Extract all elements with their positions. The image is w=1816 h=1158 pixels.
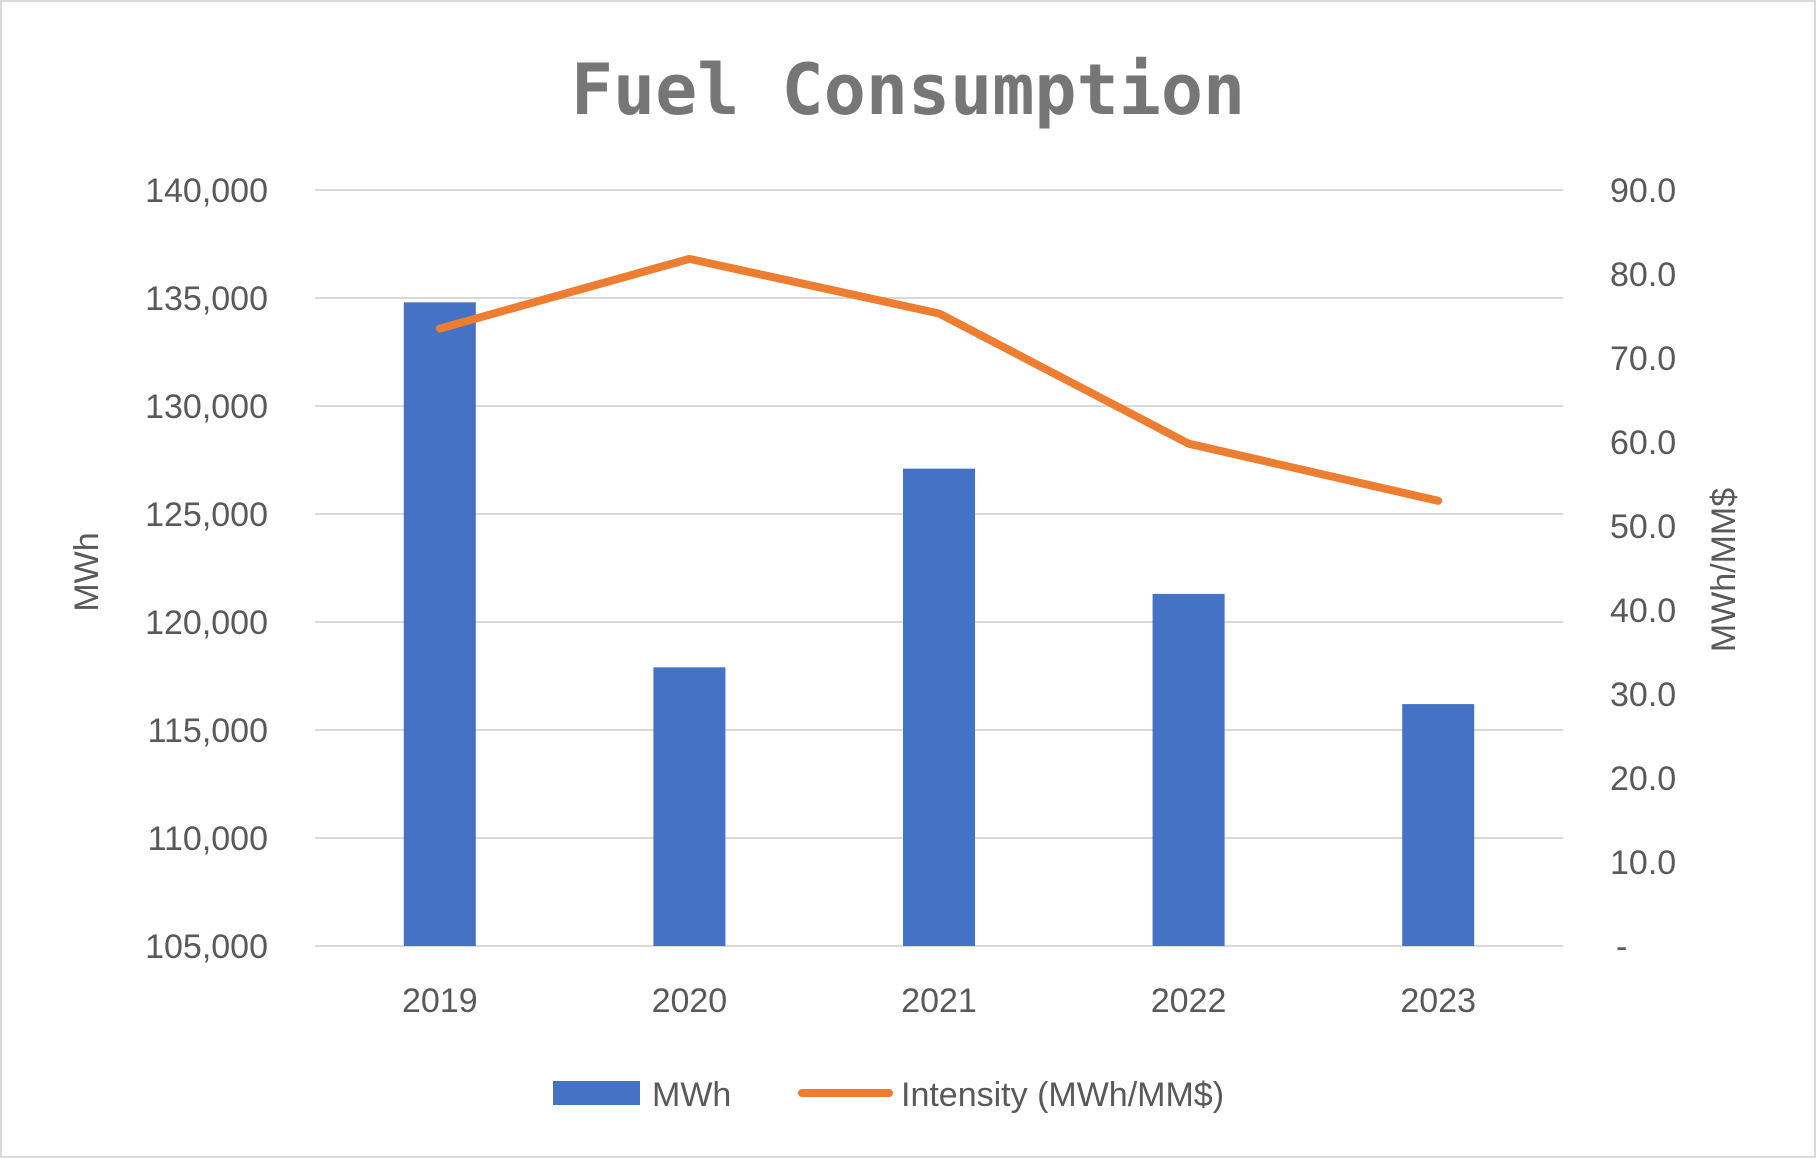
left-tick-label: 115,000 (148, 712, 268, 750)
intensity-point-2019 (439, 328, 441, 330)
right-tick-label: 90.0 (1610, 172, 1676, 210)
intensity-line (435, 254, 1443, 505)
left-axis-title: MWh (68, 532, 106, 611)
bar-2020 (653, 667, 726, 946)
x-axis-ticks: 2019 2020 2021 2022 2023 (402, 982, 1476, 1020)
legend-label-mwh: MWh (652, 1076, 731, 1114)
legend: MWh Intensity (MWh/MM$) (553, 1076, 1224, 1114)
right-tick-label: - (1616, 928, 1627, 966)
line-series-intensity (435, 254, 1443, 505)
left-tick-label: 135,000 (145, 280, 268, 318)
right-tick-label: 30.0 (1610, 676, 1676, 714)
x-tick-label: 2022 (1151, 982, 1227, 1020)
left-tick-label: 140,000 (145, 172, 268, 210)
x-tick-label: 2020 (652, 982, 728, 1020)
right-axis-title: MWh/MM$ (1705, 488, 1743, 652)
intensity-point-2022 (1188, 443, 1190, 445)
intensity-point-2023 (1437, 500, 1439, 502)
left-tick-label: 120,000 (145, 604, 268, 642)
left-tick-label: 130,000 (145, 388, 268, 426)
bar-2021 (903, 468, 975, 946)
right-tick-label: 70.0 (1610, 340, 1676, 378)
right-tick-label: 40.0 (1610, 592, 1676, 630)
intensity-point-2021 (938, 312, 940, 314)
right-tick-label: 60.0 (1610, 424, 1676, 462)
x-tick-label: 2023 (1400, 982, 1476, 1020)
left-tick-label: 110,000 (148, 820, 268, 858)
left-tick-label: 125,000 (145, 496, 268, 534)
bar-2019 (403, 302, 476, 946)
right-tick-label: 50.0 (1610, 508, 1676, 546)
left-tick-label: 105,000 (145, 928, 268, 966)
right-tick-label: 20.0 (1610, 760, 1676, 798)
legend-swatch-mwh (553, 1081, 640, 1105)
bar-series-mwh (403, 302, 1475, 946)
bar-2023 (1402, 704, 1475, 946)
right-tick-label: 10.0 (1610, 844, 1676, 882)
bar-2022 (1152, 593, 1225, 946)
right-axis-ticks: - 10.0 20.0 30.0 40.0 50.0 60.0 70.0 80.0 90.0 (1610, 172, 1676, 966)
intensity-point-2020 (688, 258, 690, 260)
legend-label-intensity: Intensity (MWh/MM$) (901, 1076, 1224, 1114)
right-tick-label: 80.0 (1610, 256, 1676, 294)
x-tick-label: 2021 (901, 982, 977, 1020)
left-axis-ticks: 105,000 110,000 115,000 120,000 125,000 130,0… (145, 172, 268, 966)
chart-title: Fuel Consumption (571, 49, 1245, 131)
x-tick-label: 2019 (402, 982, 478, 1020)
